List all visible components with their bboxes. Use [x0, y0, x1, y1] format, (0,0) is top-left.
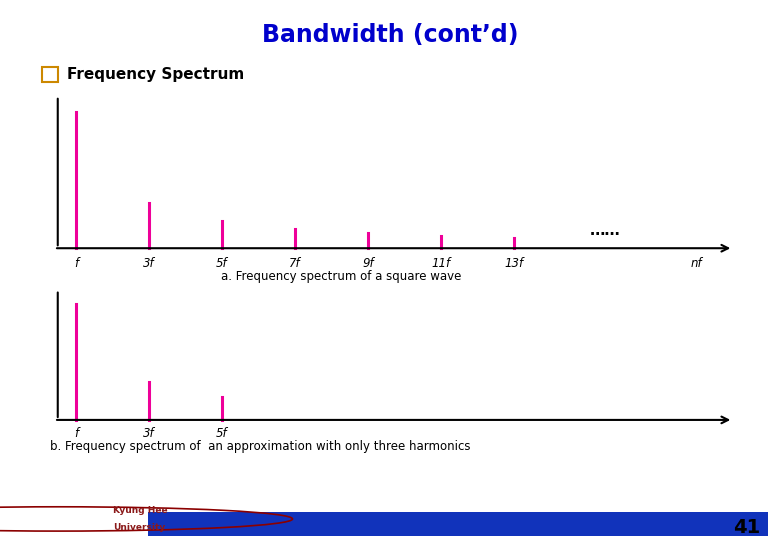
Text: f: f [74, 257, 78, 270]
Text: 5f: 5f [216, 257, 228, 270]
Text: 41: 41 [733, 518, 760, 537]
Text: Frequency Spectrum: Frequency Spectrum [67, 67, 244, 82]
Text: 9f: 9f [362, 257, 374, 270]
Text: 3f: 3f [144, 428, 155, 441]
Text: 5f: 5f [216, 428, 228, 441]
Text: Kyung Hee: Kyung Hee [113, 507, 168, 515]
Text: ……: …… [590, 223, 621, 238]
Bar [148, 512, 768, 536]
Bar [42, 67, 58, 82]
Text: nf: nf [691, 257, 703, 270]
Text: b. Frequency spectrum of  an approximation with only three harmonics: b. Frequency spectrum of an approximatio… [50, 440, 470, 453]
Text: f: f [74, 428, 78, 441]
Text: 13f: 13f [505, 257, 523, 270]
Text: Bandwidth (cont’d): Bandwidth (cont’d) [262, 23, 518, 46]
Text: a. Frequency spectrum of a square wave: a. Frequency spectrum of a square wave [222, 270, 462, 283]
Text: 11f: 11f [431, 257, 451, 270]
Text: 3f: 3f [144, 257, 155, 270]
Text: University: University [113, 523, 165, 531]
Text: 7f: 7f [289, 257, 301, 270]
